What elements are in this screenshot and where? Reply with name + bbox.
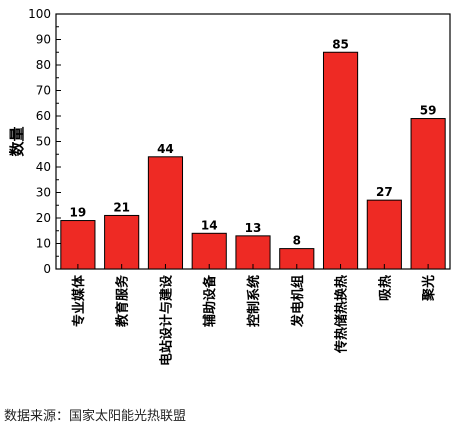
y-tick-label: 100 [28,7,51,21]
y-tick-label: 10 [36,237,51,251]
y-tick-label: 70 [36,84,51,98]
data-source-note: 数据来源：国家太阳能光热联盟 [4,409,187,424]
bar-chart: 0 10 20 30 40 50 60 70 80 90 100 数量 19 专业媒体 21 教育服务 44 电站… [8,7,451,366]
x-category-label: 发电机组 [290,275,306,328]
x-category-label: 辅助设备 [202,274,218,327]
x-category-label: 聚光 [421,275,437,302]
y-axis-label: 数量 [8,126,26,156]
bar-value-label: 13 [245,221,262,235]
y-tick-label: 40 [36,160,51,174]
x-category-label: 吸热 [377,275,393,301]
x-category-label: 专业媒体 [71,274,87,327]
y-tick-label: 50 [36,135,51,149]
y-tick-label: 90 [36,33,51,47]
bar [366,199,402,270]
y-tick-label: 80 [36,58,51,72]
y-tick-label: 30 [36,186,51,200]
x-category-label: 传热储热换热 [334,275,350,354]
x-category-label: 教育服务 [115,274,131,328]
x-category-label: 控制系统 [246,275,262,327]
bar [322,51,359,270]
bar-value-label: 59 [420,104,437,118]
bar-value-label: 14 [201,218,218,232]
bar-value-label: 27 [376,185,393,199]
x-category-label: 电站设计与建设 [158,274,174,366]
bar-value-label: 8 [293,234,301,248]
y-tick-label: 0 [43,262,51,276]
bar-value-label: 19 [70,206,87,220]
y-tick-label: 20 [36,211,51,225]
bar [60,220,96,270]
bar [104,214,140,270]
bar-value-label: 21 [113,200,130,214]
bar [147,156,184,270]
y-tick-label: 60 [36,109,51,123]
bar [410,118,446,270]
bar [191,232,227,270]
bar-value-label: 85 [332,37,349,51]
bar-value-label: 44 [157,142,174,156]
